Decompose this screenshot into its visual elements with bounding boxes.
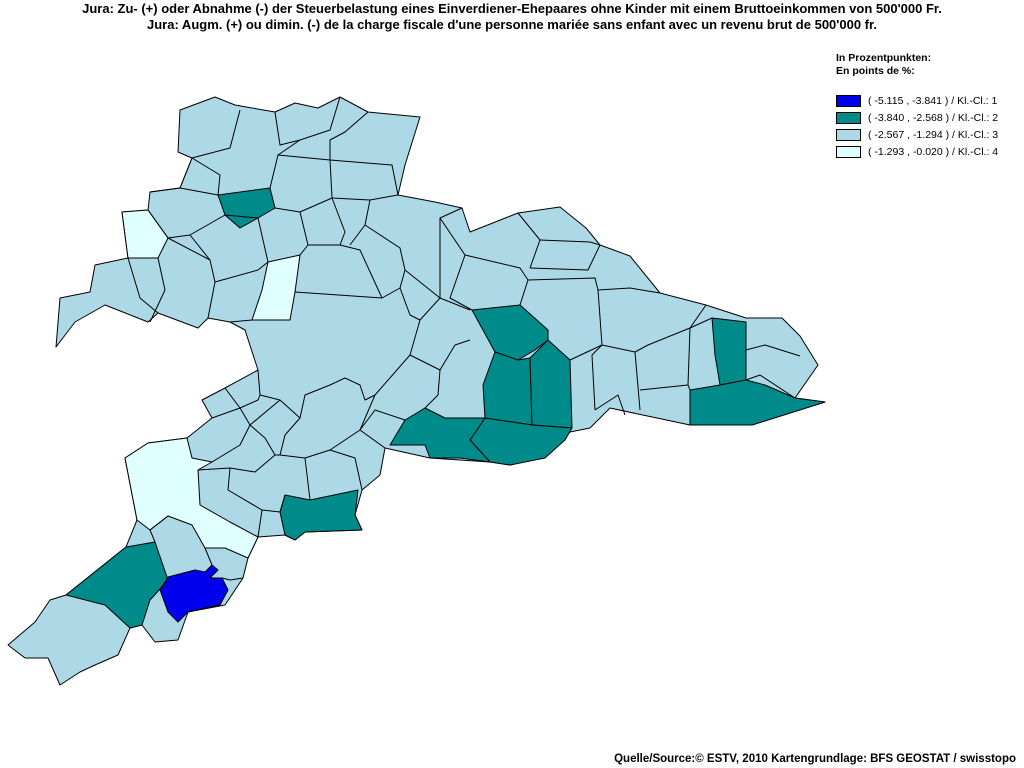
map-region-class2 [529, 339, 573, 429]
map-region-class2 [65, 541, 169, 629]
legend-item-class4: ( -1.293 , -0.020 ) / Kl.-Cl.: 4 [836, 143, 998, 160]
legend-label-class2: ( -3.840 , -2.568 ) / Kl.-Cl.: 2 [868, 111, 999, 124]
map-region-class2 [279, 489, 363, 541]
legend-heading-fr: En points de %: [836, 65, 915, 77]
map-legend: In Prozentpunkten: En points de %: ( -5.… [836, 52, 998, 160]
map-title-fr: Jura: Augm. (+) ou dimin. (-) de la char… [147, 17, 877, 32]
legend-label-class1: ( -5.115 , -3.841 ) / Kl.-Cl.: 1 [868, 94, 998, 107]
map-title-de: Jura: Zu- (+) oder Abnahme (-) der Steue… [82, 1, 942, 16]
map-region-class2 [389, 407, 491, 463]
legend-label-class3: ( -2.567 , -1.294 ) / Kl.-Cl.: 3 [868, 128, 999, 141]
legend-list: ( -5.115 , -3.841 ) / Kl.-Cl.: 1 ( -3.84… [836, 92, 998, 160]
legend-item-class1: ( -5.115 , -3.841 ) / Kl.-Cl.: 1 [836, 92, 998, 109]
legend-label-class4: ( -1.293 , -0.020 ) / Kl.-Cl.: 4 [868, 145, 999, 158]
source-credit: Quelle/Source:© ESTV, 2010 Kartengrundla… [614, 753, 1016, 765]
legend-item-class3: ( -2.567 , -1.294 ) / Kl.-Cl.: 3 [836, 126, 998, 143]
municipal-borders [127, 96, 801, 591]
legend-heading-de: In Prozentpunkten: [836, 52, 932, 64]
legend-item-class2: ( -3.840 , -2.568 ) / Kl.-Cl.: 2 [836, 109, 998, 126]
legend-swatch-class4 [836, 145, 861, 158]
legend-swatch-class3 [836, 128, 861, 141]
legend-swatch-class2 [836, 111, 861, 124]
map-region-class2 [689, 379, 826, 426]
legend-swatch-class1 [836, 94, 861, 107]
